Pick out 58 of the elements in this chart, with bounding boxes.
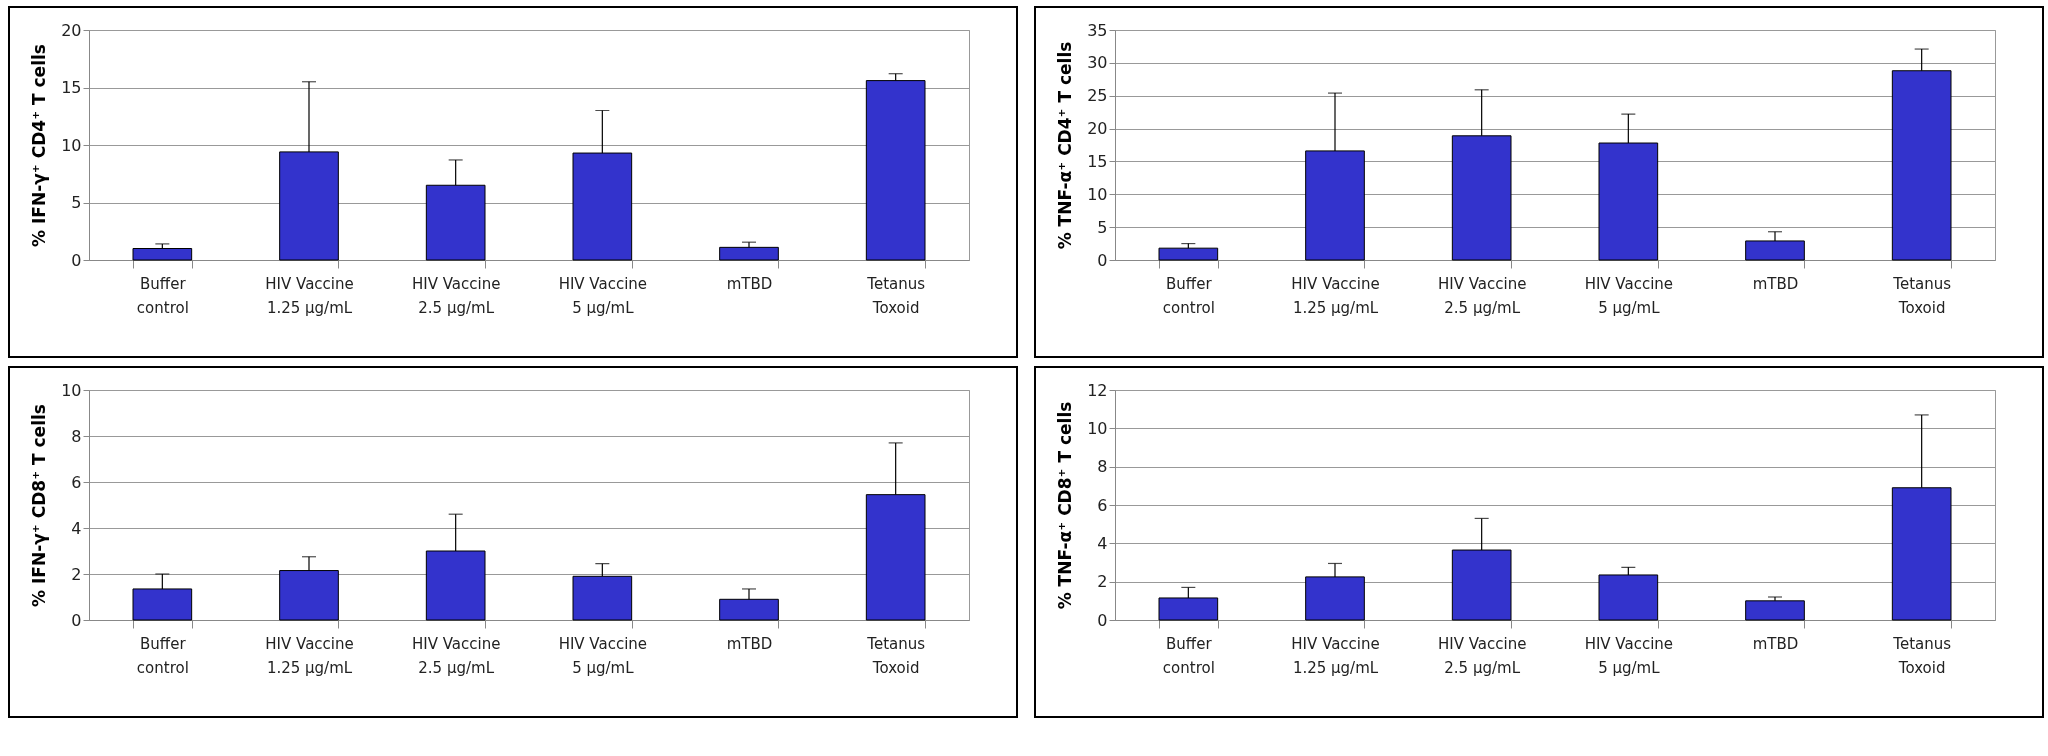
x-tick-label: mTBD — [1752, 634, 1799, 653]
x-tick-label: HIV Vaccine 5 µg/mL — [1584, 274, 1674, 317]
y-tick-label: 20 — [1087, 119, 1108, 139]
x-tick-label: HIV Vaccine 5 µg/mL — [1584, 634, 1674, 677]
x-tick-label: HIV Vaccine 2.5 µg/mL — [411, 634, 501, 677]
bar — [1745, 600, 1805, 621]
x-tick-label: HIV Vaccine 5 µg/mL — [558, 274, 648, 317]
y-tick-label: 0 — [1097, 250, 1108, 270]
y-tick-label: 6 — [1097, 495, 1108, 515]
x-tick-label: Tetanus Toxoid — [866, 634, 926, 677]
y-tick-label: 0 — [71, 610, 82, 630]
x-tick-label: HIV Vaccine 1.25 µg/mL — [1291, 634, 1380, 677]
x-tick-label: Tetanus Toxoid — [1892, 274, 1952, 317]
y-tick-label: 0 — [71, 250, 82, 270]
y-tick-label: 30 — [1087, 53, 1108, 73]
x-tick-label: HIV Vaccine 2.5 µg/mL — [411, 274, 501, 317]
x-tick-label: Tetanus Toxoid — [866, 274, 926, 317]
y-tick-label: 10 — [61, 135, 82, 155]
x-tick-label: HIV Vaccine 2.5 µg/mL — [1437, 274, 1527, 317]
x-tick-label: HIV Vaccine 1.25 µg/mL — [1291, 274, 1380, 317]
x-tick-label: Buffer control — [1162, 274, 1215, 317]
y-tick-label: 25 — [1087, 86, 1108, 106]
y-tick-label: 4 — [1097, 533, 1108, 553]
y-axis-title: % IFN-γ⁺ CD4⁺ T cells — [29, 44, 50, 247]
y-tick-label: 6 — [71, 472, 82, 492]
x-tick-label: HIV Vaccine 2.5 µg/mL — [1437, 634, 1527, 677]
y-tick-label: 12 — [1087, 380, 1108, 400]
y-tick-label: 15 — [1087, 151, 1108, 171]
x-tick-label: mTBD — [726, 634, 773, 653]
bar — [132, 248, 193, 261]
y-tick-label: 0 — [1097, 610, 1108, 630]
y-tick-label: 5 — [71, 193, 82, 212]
y-axis-title: % TNF-α⁺ CD4⁺ T cells — [1055, 41, 1076, 250]
x-tick-label: Tetanus Toxoid — [1892, 634, 1952, 677]
x-tick-label: HIV Vaccine 1.25 µg/mL — [265, 634, 354, 677]
y-tick-label: 8 — [71, 426, 82, 446]
y-tick-label: 8 — [1097, 457, 1108, 477]
x-tick-label: HIV Vaccine 5 µg/mL — [558, 634, 648, 677]
x-tick-label: mTBD — [726, 274, 773, 293]
bar — [1158, 247, 1219, 261]
x-tick-label: Buffer control — [136, 634, 189, 677]
y-tick-label: 35 — [1087, 20, 1108, 40]
y-tick-label: 4 — [71, 518, 82, 538]
y-axis-title: % IFN-γ⁺ CD8⁺ T cells — [29, 404, 50, 607]
x-tick-label: HIV Vaccine 1.25 µg/mL — [265, 274, 354, 317]
y-tick-label: 10 — [61, 380, 82, 400]
x-tick-label: mTBD — [1752, 274, 1799, 293]
y-axis-title: % TNF-α⁺ CD8⁺ T cells — [1055, 401, 1076, 610]
y-tick-label: 20 — [61, 20, 82, 40]
y-tick-label: 5 — [1097, 217, 1108, 237]
y-tick-label: 2 — [71, 564, 82, 584]
x-tick-label: Buffer control — [1162, 634, 1215, 677]
y-tick-label: 15 — [61, 78, 82, 97]
bar — [719, 246, 779, 261]
x-tick-label: Buffer control — [136, 274, 189, 317]
y-tick-label: 2 — [1097, 572, 1108, 592]
y-tick-label: 10 — [1087, 418, 1108, 438]
y-tick-label: 10 — [1087, 184, 1108, 204]
